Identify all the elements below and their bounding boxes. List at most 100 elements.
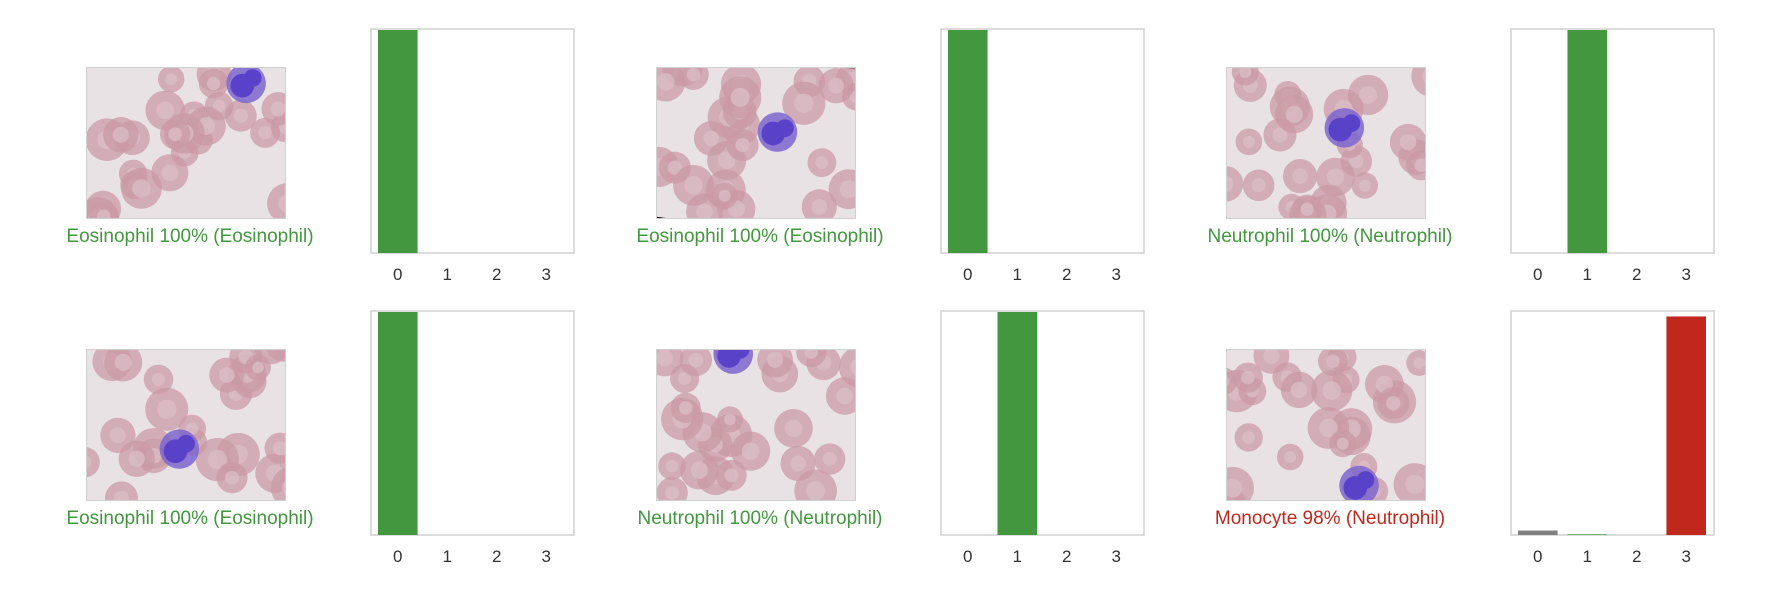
prediction-caption: Neutrophil 100% (Neutrophil) [1207,226,1453,247]
red-blood-cell [270,466,285,500]
cell-center [1290,381,1308,399]
cell-center [225,470,240,485]
white-cell-nucleus [731,350,750,359]
cell-center [1319,418,1338,438]
cell-center [206,76,221,91]
cell-center [1405,474,1425,494]
cell-center [1359,85,1378,104]
cell-center [273,441,285,456]
cell-center [730,87,750,107]
smear-drawing [1227,68,1425,218]
cell-center [836,387,854,405]
blood-smear-image [86,67,286,219]
probability-bar-chart: 0 1 2 3 [1510,310,1715,566]
red-blood-cell [1227,367,1238,396]
cell-center [684,176,703,195]
x-tick-label: 1 [1013,265,1022,284]
x-tick-label: 0 [963,547,972,566]
cell-center [1227,175,1234,192]
blood-smear-image [656,67,856,219]
probability-bar-chart: 0 1 2 3 [370,310,575,566]
smear-drawing [1227,350,1425,500]
cell-center [114,353,132,371]
smear-drawing [87,350,285,500]
x-tick-label: 0 [1533,547,1542,566]
cell-center [278,194,285,213]
blood-smear-image [1226,349,1426,501]
white-cell-nucleus [776,119,794,138]
red-blood-cell [1411,68,1425,97]
cell-center [828,77,845,94]
cell-center [1227,478,1243,498]
cell-center [109,427,126,444]
cell-center [218,367,235,383]
cell-center [233,108,248,123]
x-tick-label: 0 [963,265,972,284]
cell-center [87,455,92,470]
red-blood-cell [838,350,855,388]
cell-center [1292,168,1308,184]
cell-center [1326,168,1345,186]
cell-center [1326,354,1340,368]
cell-center [112,126,129,143]
x-tick-label: 0 [393,265,402,284]
cell-center [794,93,814,114]
white-cell-nucleus [1356,471,1375,489]
blood-smear-image [1226,67,1426,219]
cell-center [1263,350,1280,364]
bar-class-0 [378,30,418,253]
cell-center [686,68,701,82]
cell-center [1251,178,1266,193]
bar-class-0 [948,30,988,253]
red-blood-cell [267,182,285,218]
prediction-caption: Monocyte 98% (Neutrophil) [1214,508,1446,529]
x-tick-label: 0 [393,547,402,566]
cell-center [815,156,829,170]
cell-center [258,126,272,140]
cell-center [1272,127,1288,143]
cell-center [1239,68,1252,79]
smear-drawing [87,68,285,218]
prediction-caption: Eosinophil 100% (Eosinophil) [66,226,314,247]
plot-frame [1510,28,1715,254]
cell-center [252,361,264,374]
cell-center [1399,133,1417,151]
probability-bar-chart: 0 1 2 3 [370,28,575,284]
smear-drawing [657,68,855,218]
cell-center [703,130,719,147]
blood-smear-image [656,349,856,501]
cell-center [1242,431,1256,444]
x-tick-label: 1 [443,265,452,284]
cell-center [1322,381,1342,400]
x-tick-label: 1 [1013,547,1022,566]
cell-center [657,73,675,91]
cell-center [132,179,151,198]
x-tick-label: 2 [1062,547,1071,566]
bar-class-0 [378,312,418,535]
x-tick-label: 3 [1681,265,1690,284]
cell-center [1285,105,1303,123]
cell-center [804,350,819,359]
cell-center [97,209,111,218]
cell-center [678,371,692,386]
cell-center [1284,451,1297,463]
probability-bar-chart: 0 1 2 3 [940,28,1145,284]
bar-class-0 [1518,530,1558,535]
x-tick-label: 3 [541,265,550,284]
cell-center [207,449,228,470]
red-blood-cell [87,446,100,478]
cell-center [657,350,674,367]
x-tick-label: 2 [1062,265,1071,284]
cell-center [157,399,177,420]
bar-class-1 [997,312,1038,535]
prediction-caption: Eosinophil 100% (Eosinophil) [66,508,314,529]
white-cell-nucleus [1342,114,1361,133]
cell-center [784,419,803,438]
cell-center [1413,357,1425,369]
probability-bar-chart: 0 1 2 3 [1510,28,1715,284]
cell-center [165,73,178,86]
x-tick-label: 2 [1632,547,1641,566]
probability-bar-chart: 0 1 2 3 [940,310,1145,566]
cell-center [1358,179,1371,192]
